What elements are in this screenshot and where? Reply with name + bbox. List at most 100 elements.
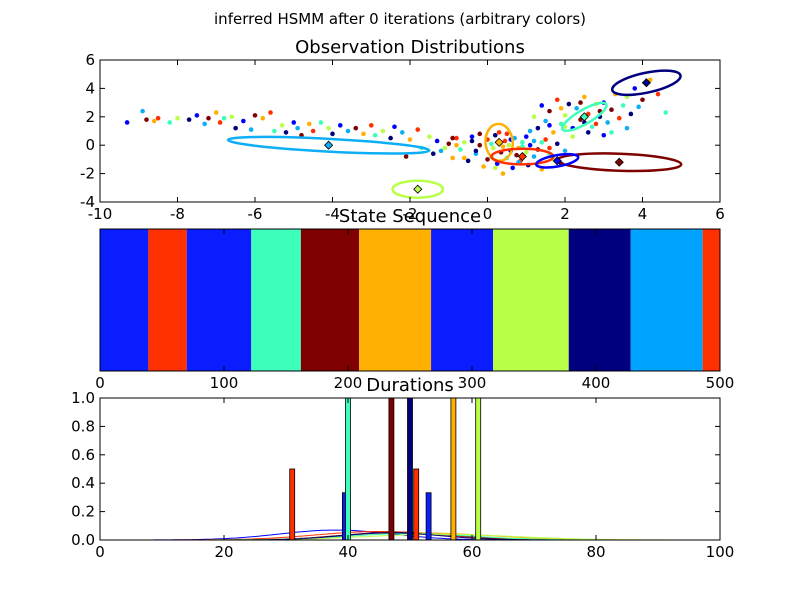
observation-point	[388, 135, 393, 141]
state-segment	[431, 229, 494, 371]
state-segment	[148, 229, 187, 371]
observation-point	[523, 150, 529, 155]
observation-point	[574, 105, 579, 111]
durations-axes-frame	[99, 397, 721, 541]
observation-point	[306, 121, 312, 127]
observation-point	[636, 104, 641, 110]
component-mean-marker	[552, 156, 562, 166]
observation-point	[392, 124, 397, 130]
observation-ytick-label: 6	[85, 51, 95, 69]
observation-point	[295, 125, 300, 131]
observation-xtick-label: 6	[715, 205, 725, 223]
state-sequence-xtick-label: 0	[95, 374, 105, 392]
observation-point	[527, 142, 533, 148]
observation-point	[492, 165, 498, 171]
component-ellipse	[226, 135, 431, 155]
observation-point	[140, 108, 145, 114]
observation-point	[206, 115, 211, 121]
observation-point	[442, 145, 448, 151]
observation-point	[523, 134, 529, 139]
observation-ytick-label: 4	[85, 79, 95, 97]
state-sequence-axes-frame	[99, 228, 721, 372]
observation-point	[217, 120, 223, 125]
observation-point	[450, 155, 455, 161]
component-mean-marker	[494, 137, 504, 147]
observation-point	[655, 91, 661, 97]
observation-point	[510, 165, 515, 171]
state-segment	[100, 229, 149, 371]
observation-point	[531, 114, 537, 120]
observation-point	[601, 132, 607, 138]
observation-point	[527, 128, 533, 134]
observation-axis-ticks: -10 -8 -6 -4 -2 0 2 4 6 -4 -2 0 2 4 6	[80, 51, 725, 223]
observation-point	[330, 131, 335, 137]
durations-xtick-label: 80	[586, 543, 605, 561]
durations-xtick-label: 20	[214, 543, 233, 561]
observation-point	[248, 127, 254, 132]
observation-point	[345, 128, 351, 134]
observation-point	[399, 130, 405, 135]
observation-point	[372, 132, 378, 138]
observation-point	[454, 142, 459, 148]
component-ellipse	[534, 152, 580, 169]
observation-point	[283, 130, 289, 135]
observation-point	[279, 123, 285, 128]
observation-point	[547, 123, 552, 128]
observation-point	[663, 110, 669, 115]
observation-point	[213, 110, 219, 115]
observation-point	[562, 148, 568, 154]
observation-point	[543, 118, 548, 124]
state-segment	[359, 229, 432, 371]
observation-point	[620, 103, 626, 108]
observation-point	[593, 121, 599, 127]
observation-point	[202, 121, 207, 127]
observation-points	[124, 77, 669, 176]
observation-xtick-label: -2	[403, 205, 418, 223]
state-segment	[630, 229, 703, 371]
state-sequence-xtick-label: 400	[582, 374, 611, 392]
durations-ytick-label: 0.8	[71, 417, 95, 435]
component-ellipse	[484, 122, 514, 163]
state-sequence-xtick-label: 300	[458, 374, 487, 392]
observation-point	[624, 125, 630, 131]
observation-point	[229, 114, 235, 120]
state-segment	[702, 229, 720, 371]
observation-point	[539, 140, 545, 145]
durations-xtick-label: 100	[706, 543, 735, 561]
observation-ytick-label: -2	[80, 165, 95, 183]
observation-point	[514, 152, 519, 158]
observation-point	[310, 128, 316, 134]
observation-point	[415, 127, 421, 132]
component-mean-marker	[413, 184, 423, 194]
observation-ellipses	[226, 69, 683, 199]
observation-point	[380, 128, 386, 134]
observation-point	[609, 107, 614, 112]
observation-point	[585, 130, 591, 135]
observation-point	[539, 103, 545, 108]
observation-point	[221, 115, 227, 121]
observation-point	[520, 140, 525, 145]
component-mean-marker	[324, 140, 334, 150]
observation-point	[461, 155, 467, 161]
observation-point	[547, 145, 552, 151]
state-sequence-segments	[100, 229, 720, 371]
observation-ytick-label: 2	[85, 108, 95, 126]
observation-point	[438, 148, 444, 154]
observation-point	[167, 120, 173, 125]
state-segment	[186, 229, 252, 371]
duration-bar	[425, 492, 432, 541]
observation-distributions-title: Observation Distributions	[295, 37, 525, 58]
observation-point	[554, 141, 560, 147]
state-segment	[493, 229, 569, 371]
observation-point	[481, 164, 486, 169]
observation-point	[500, 144, 506, 149]
observation-point	[496, 130, 502, 135]
observation-point	[469, 138, 475, 144]
duration-bar	[413, 468, 420, 541]
observation-point	[535, 125, 541, 131]
duration-bar	[450, 397, 457, 541]
observation-point	[427, 134, 432, 139]
state-sequence-xtick-label: 200	[334, 374, 363, 392]
durations-ytick-label: 0.4	[71, 474, 95, 492]
